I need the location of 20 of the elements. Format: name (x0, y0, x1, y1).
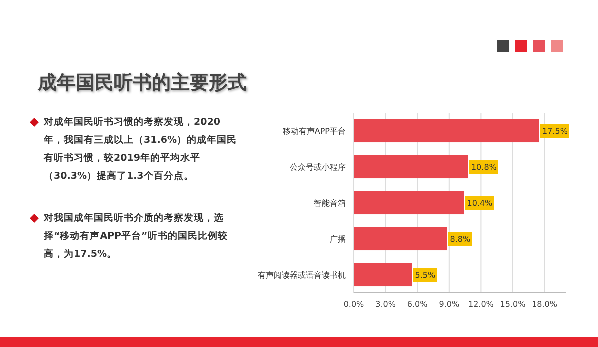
x-tick-label: 3.0% (376, 300, 396, 309)
text: 对我国成年国民听书介质的考察发现，选择“移动有声APP平台”听书的国民比例较高，为17.5%。 (44, 212, 229, 262)
data-label: 5.5% (415, 271, 436, 280)
y-tick-label: 有声阅读器或语音读书机 (258, 271, 346, 280)
data-label: 10.8% (471, 163, 498, 172)
y-tick-label: 公众号或小程序 (290, 163, 346, 172)
data-label: 8.8% (450, 235, 472, 244)
x-tick-label: 6.0% (407, 300, 428, 309)
x-tick-label: 15.0% (500, 300, 526, 309)
data-label: 17.5% (542, 127, 568, 136)
x-tick-label: 0.0% (344, 300, 365, 309)
text: 对成年国民听书习惯的考察发现，2020年，我国有三成以上（31.6%）的成年国民有听书习惯，较2019年的平均水平（30.3%）提高了1.3个百分点。 (44, 116, 238, 184)
y-tick-label: 广播 (330, 235, 346, 244)
x-tick-label: 9.0% (439, 300, 460, 309)
x-tick-label: 12.0% (468, 300, 494, 309)
data-label: 10.4% (467, 199, 494, 208)
y-tick-label: 移动有声APP平台 (282, 127, 346, 136)
x-tick-label: 18.0% (532, 300, 558, 309)
y-tick-label: 智能音箱 (314, 199, 346, 208)
text: 成年国民听书的主要形式 (37, 72, 247, 94)
